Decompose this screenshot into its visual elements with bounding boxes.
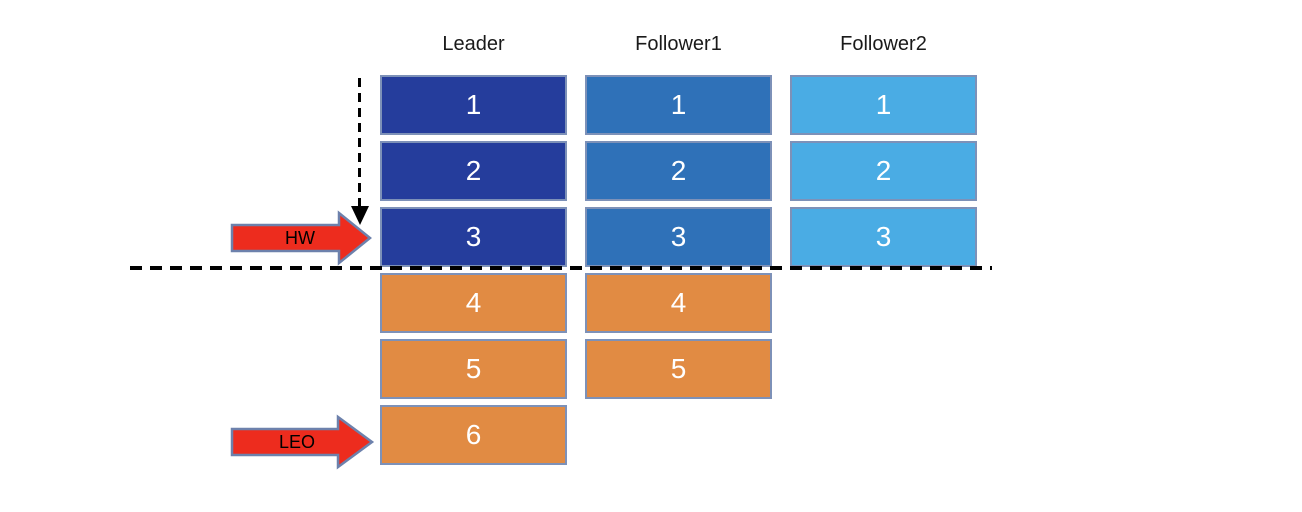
leader-log-entry-2: 2: [380, 141, 567, 201]
hw-marker-label: HW: [285, 228, 315, 248]
column-header-follower1: Follower1: [635, 33, 722, 55]
follower1-log-entry-1: 1: [585, 75, 772, 135]
leader-log-entry-6: 6: [380, 405, 567, 465]
follower2-log-entry-1: 1: [790, 75, 977, 135]
follower2-log-entry-3: 3: [790, 207, 977, 267]
vertical-dashed-arrow-head-icon: [351, 206, 369, 225]
follower2-log-entry-2: 2: [790, 141, 977, 201]
vertical-dashed-arrow-line: [358, 78, 361, 208]
column-header-leader: Leader: [442, 33, 505, 55]
high-watermark-dashed-line: [130, 266, 992, 270]
leader-log-entry-3: 3: [380, 207, 567, 267]
leader-log-entry-4: 4: [380, 273, 567, 333]
column-header-follower2: Follower2: [840, 33, 927, 55]
follower1-log-entry-2: 2: [585, 141, 772, 201]
follower1-log-entry-5: 5: [585, 339, 772, 399]
follower1-log-entry-4: 4: [585, 273, 772, 333]
hw-arrow-icon: [230, 210, 372, 266]
follower1-log-entry-3: 3: [585, 207, 772, 267]
leo-arrow-icon: [230, 414, 375, 470]
leader-log-entry-5: 5: [380, 339, 567, 399]
leader-log-entry-1: 1: [380, 75, 567, 135]
leo-marker-label: LEO: [278, 432, 316, 452]
